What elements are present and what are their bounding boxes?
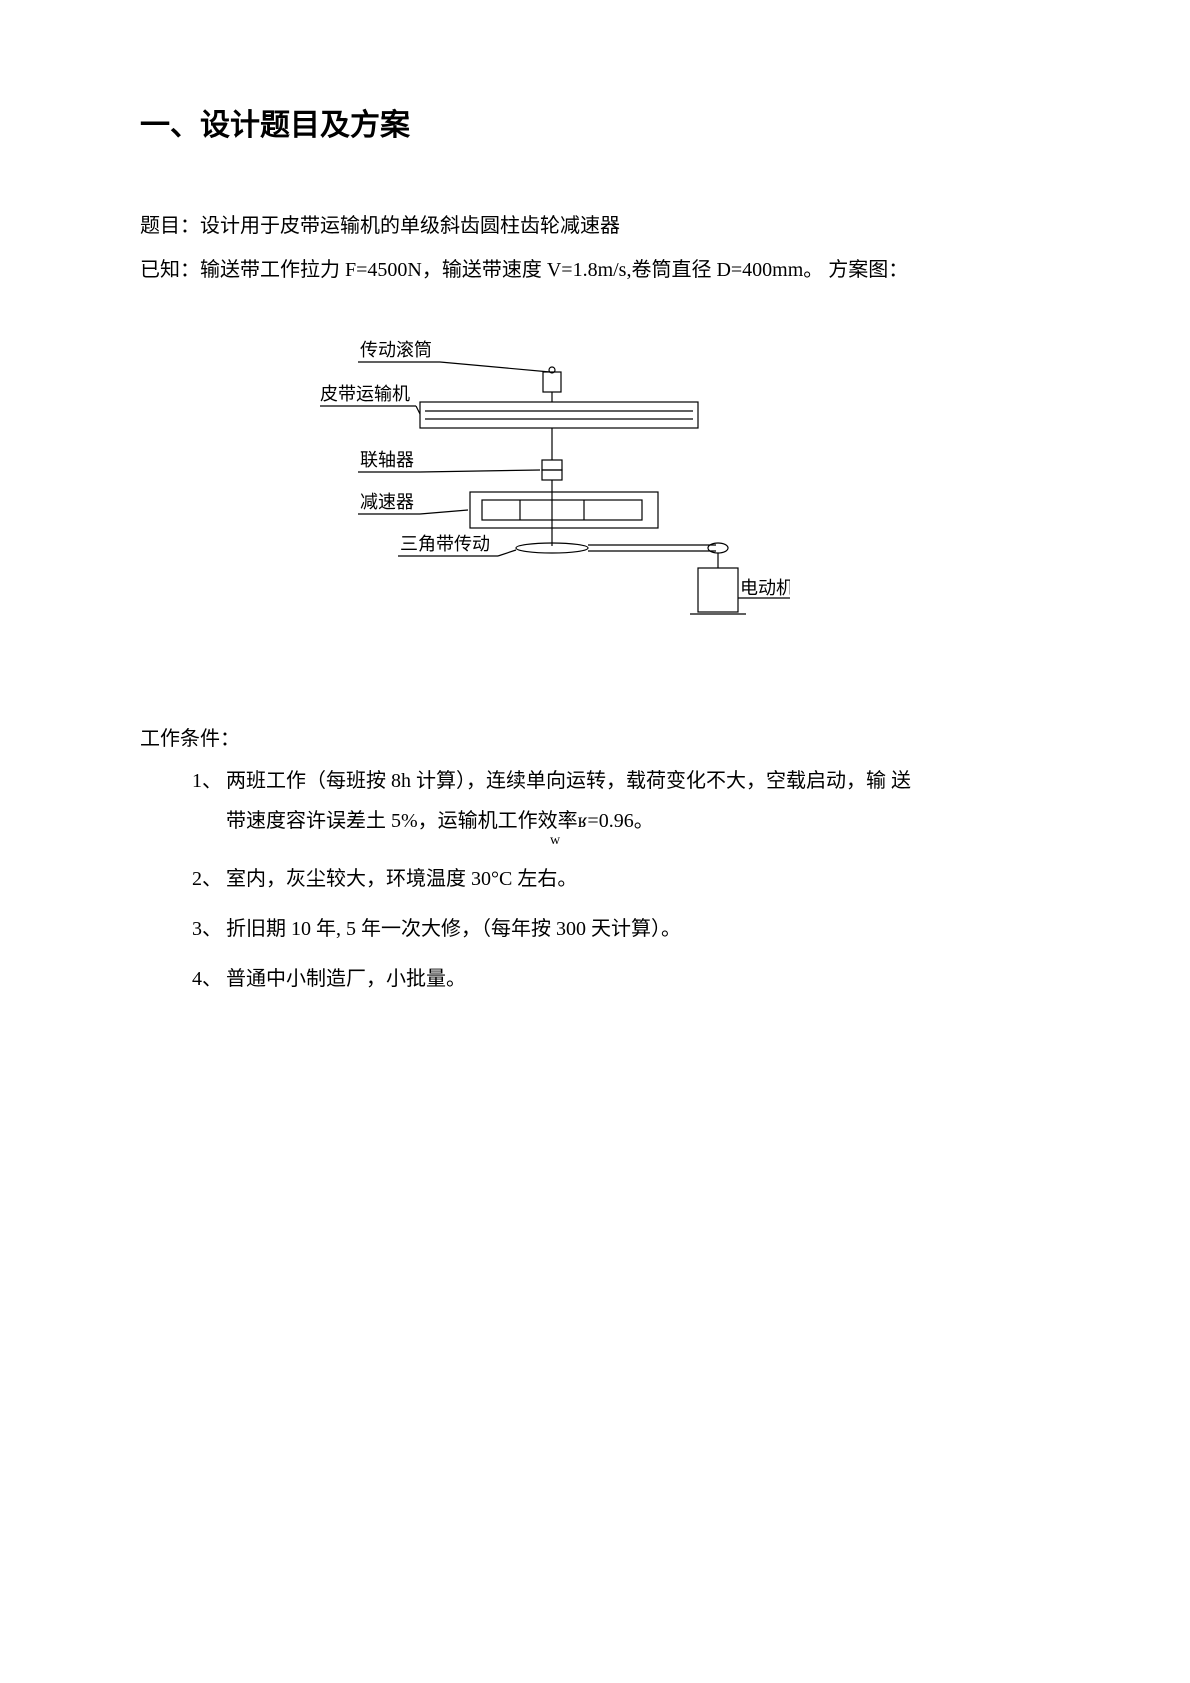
diagram-svg: 传动滚筒 皮带运输机 [320,332,790,632]
list-number: 3、 [192,909,222,949]
conditions-label: 工作条件： [140,722,1050,751]
item1-line1: 两班工作（每班按 8h 计算），连续单向运转，载荷变化不大，空载启动，输 送 [226,761,1050,801]
list-number: 4、 [192,959,222,999]
list-body: 折旧期 10 年, 5 年一次大修，（每年按 300 天计算）。 [226,909,1050,949]
item1-line2: 带速度容许误差土 5%，运输机工作效率ʁ=0.96。 [226,801,1050,841]
label-reducer: 减速器 [360,492,414,512]
list-body: 普通中小制造厂，小批量。 [226,959,1050,999]
list-item: 4、 普通中小制造厂，小批量。 [192,959,1050,999]
list-number: 2、 [192,859,222,899]
label-motor: 电动机 [740,578,790,598]
list-body: 室内，灰尘较大，环境温度 30°C 左右。 [226,859,1050,899]
given-line: 已知：输送带工作拉力 F=4500N，输送带速度 V=1.8m/s,卷筒直径 D… [140,248,1050,292]
list-body: 两班工作（每班按 8h 计算），连续单向运转，载荷变化不大，空载启动，输 送 带… [226,761,1050,841]
conditions-list: 1、 两班工作（每班按 8h 计算），连续单向运转，载荷变化不大，空载启动，输 … [192,761,1050,999]
list-number: 1、 [192,761,222,841]
list-item: 1、 两班工作（每班按 8h 计算），连续单向运转，载荷变化不大，空载启动，输 … [192,761,1050,841]
scheme-diagram: 传动滚筒 皮带运输机 [320,332,1050,632]
label-vbelt: 三角带传动 [400,534,490,554]
label-belt: 皮带运输机 [320,384,410,404]
subscript-w: w [548,833,562,849]
topic-line: 题目：设计用于皮带运输机的单级斜齿圆柱齿轮减速器 [140,204,1050,248]
list-item: 3、 折旧期 10 年, 5 年一次大修，（每年按 300 天计算）。 [192,909,1050,949]
list-item: 2、 室内，灰尘较大，环境温度 30°C 左右。 [192,859,1050,899]
page: 一、设计题目及方案 题目：设计用于皮带运输机的单级斜齿圆柱齿轮减速器 已知：输送… [0,0,1190,1099]
page-title: 一、设计题目及方案 [140,100,1050,144]
label-drum: 传动滚筒 [360,340,432,360]
label-coupling: 联轴器 [360,450,414,470]
